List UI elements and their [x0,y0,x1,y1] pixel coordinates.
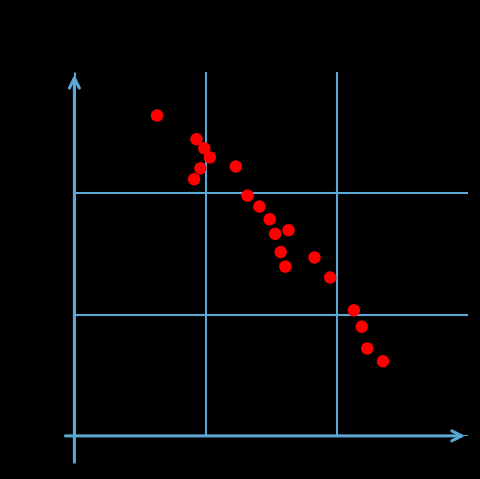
Point [153,112,161,119]
Point [311,254,318,262]
Point [232,163,240,171]
Point [277,248,285,256]
Point [282,263,289,271]
Point [244,192,252,199]
Point [196,164,204,172]
Point [190,175,198,183]
Point [192,136,200,143]
Point [285,227,292,234]
Point [358,323,366,331]
Point [266,216,274,223]
Point [271,230,279,238]
Point [379,357,387,365]
Point [201,145,208,152]
Point [255,203,263,210]
Point [206,154,214,161]
Point [350,307,358,314]
Point [363,345,371,353]
Point [326,274,334,281]
